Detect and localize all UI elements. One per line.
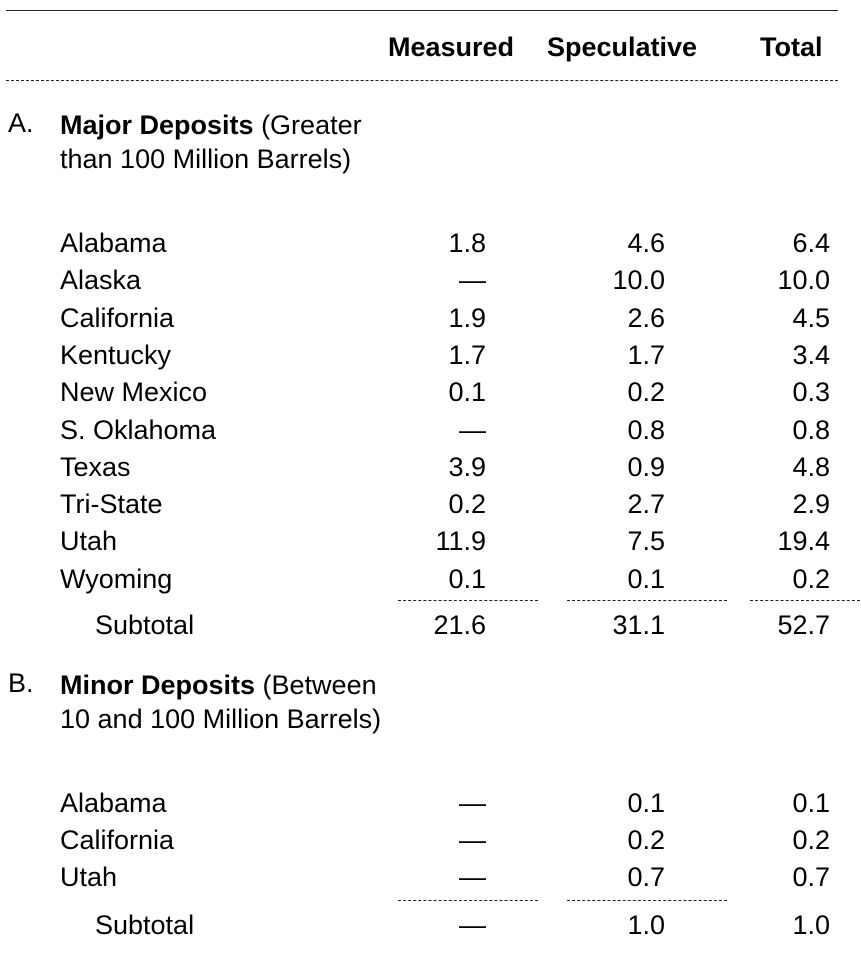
section-a-title-rest: (Greater than 100 Million Barrels)	[60, 110, 362, 174]
row-speculative: 0.1	[627, 563, 665, 594]
header-measured: Measured	[388, 32, 515, 62]
row-name: Tri-State	[60, 489, 163, 520]
row-name: Alaska	[60, 265, 142, 296]
row-total: 0.3	[792, 377, 830, 408]
row-total: 19.4	[777, 526, 830, 557]
row-name: Alabama	[60, 788, 167, 818]
row-name: Wyoming	[60, 563, 173, 594]
section-a-subtotal-label: Subtotal	[95, 610, 195, 640]
section-a-sum-rule-2	[567, 600, 727, 601]
row-name: Utah	[60, 862, 118, 892]
row-speculative: 7.5	[627, 526, 665, 557]
row-speculative: 2.6	[627, 302, 665, 333]
row-measured: 11.9	[435, 526, 486, 557]
section-b-letter: B.	[8, 668, 34, 698]
header-total: Total	[760, 32, 823, 62]
row-total: 4.8	[792, 451, 830, 482]
row-name: California	[60, 825, 175, 855]
header-speculative: Speculative	[547, 32, 698, 62]
row-measured: 1.8	[448, 228, 486, 258]
section-a-sum-rule-3	[750, 600, 860, 601]
row-name: California	[60, 302, 175, 333]
row-name: Utah	[60, 526, 118, 557]
row-name: New Mexico	[60, 377, 208, 408]
section-b-subtotal-speculative: 1.0	[627, 910, 665, 940]
row-speculative: 10.0	[612, 265, 665, 296]
section-b-title: Minor Deposits (Between 10 and 100 Milli…	[60, 668, 390, 736]
row-speculative: 0.1	[627, 788, 665, 818]
section-b-title-rest: (Between 10 and 100 Million Barrels)	[60, 670, 382, 734]
row-speculative: 0.7	[627, 862, 665, 892]
row-total: 10.0	[777, 265, 830, 296]
section-a-subtotal-total: 52.7	[777, 610, 830, 640]
row-speculative: 0.8	[627, 414, 665, 445]
row-total: 2.9	[792, 489, 830, 520]
section-a-title: Major Deposits (Greater than 100 Million…	[60, 108, 390, 176]
section-a-sum-rule-1	[398, 600, 538, 601]
row-measured: 1.7	[448, 339, 486, 370]
section-a-subtotal-speculative: 31.1	[612, 610, 665, 640]
row-total: 0.7	[792, 862, 830, 892]
row-name: Texas	[60, 451, 131, 482]
row-measured: 3.9	[448, 451, 486, 482]
section-b-sum-rule-2	[567, 900, 727, 901]
section-b-subtotal-label: Subtotal	[95, 910, 195, 940]
top-rule	[6, 10, 838, 11]
row-speculative: 2.7	[627, 489, 665, 520]
header-rule	[6, 80, 838, 81]
row-measured: 0.1	[448, 377, 486, 408]
row-total: 0.2	[792, 563, 830, 594]
row-measured: —	[459, 862, 486, 892]
section-a-subtotal-measured: 21.6	[433, 610, 486, 640]
row-speculative: 4.6	[627, 228, 665, 258]
section-b-subtotal-measured: —	[459, 910, 486, 940]
row-total: 0.2	[792, 825, 830, 855]
row-name: Alabama	[60, 228, 167, 258]
section-a-title-bold: Major Deposits	[60, 110, 254, 140]
row-measured: 0.1	[448, 563, 486, 594]
row-measured: —	[459, 825, 486, 855]
row-name: Kentucky	[60, 339, 172, 370]
section-a-letter: A.	[8, 108, 34, 138]
row-speculative: 0.2	[627, 377, 665, 408]
row-measured: —	[459, 788, 486, 818]
section-b-subtotal-total: 1.0	[792, 910, 830, 940]
row-total: 4.5	[792, 302, 830, 333]
row-measured: —	[459, 414, 486, 445]
row-total: 0.1	[792, 788, 830, 818]
row-total: 3.4	[792, 339, 830, 370]
row-speculative: 0.2	[627, 825, 665, 855]
section-b-sum-rule-1	[398, 900, 538, 901]
row-total: 6.4	[792, 228, 830, 258]
row-measured: 0.2	[448, 489, 486, 520]
row-measured: 1.9	[448, 302, 486, 333]
row-measured: —	[459, 265, 486, 296]
row-total: 0.8	[792, 414, 830, 445]
row-speculative: 0.9	[627, 451, 665, 482]
row-speculative: 1.7	[627, 339, 665, 370]
row-name: S. Oklahoma	[60, 414, 217, 445]
section-b-title-bold: Minor Deposits	[60, 670, 256, 700]
